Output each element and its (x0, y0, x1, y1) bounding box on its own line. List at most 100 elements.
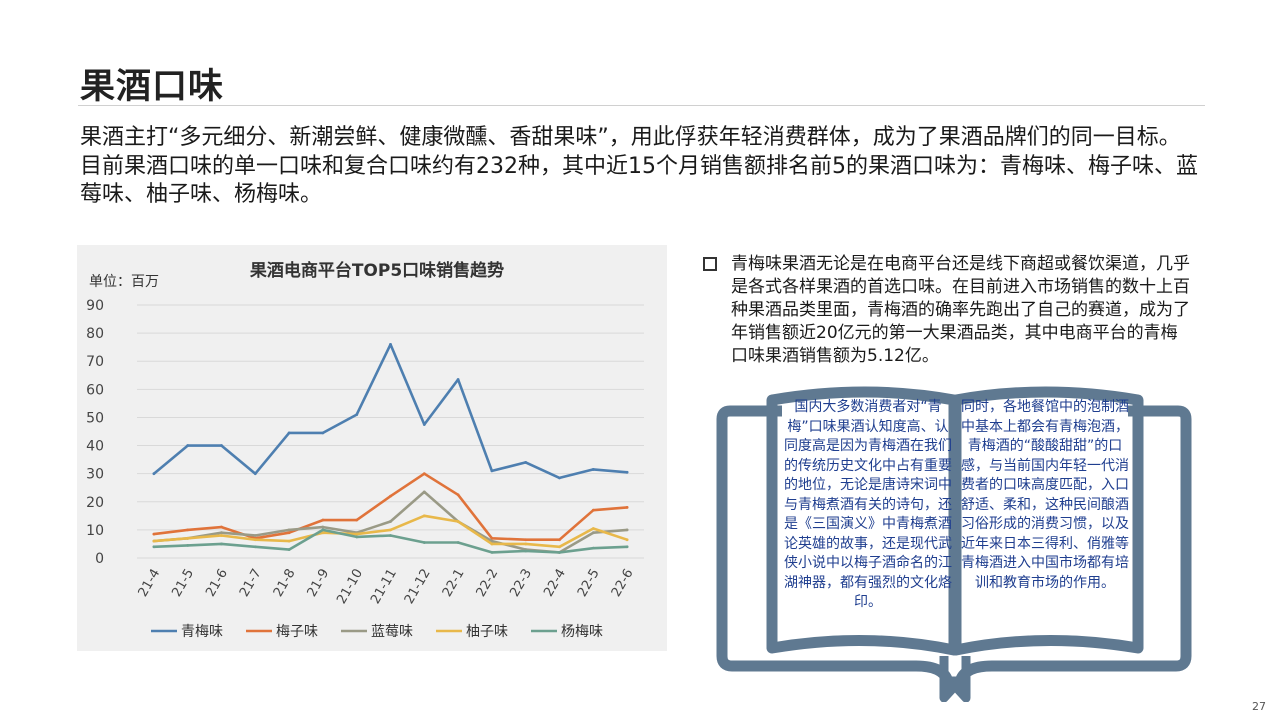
data-point (355, 535, 359, 539)
data-point (591, 546, 595, 550)
x-tick-label: 22-1 (440, 567, 468, 600)
x-tick-label: 21-5 (169, 567, 197, 600)
data-point (321, 528, 325, 532)
y-tick-label: 20 (86, 495, 104, 511)
data-point (558, 550, 561, 554)
data-point (389, 520, 392, 523)
y-tick-label: 70 (86, 354, 104, 370)
data-point (389, 534, 392, 537)
data-point (490, 550, 494, 554)
data-point (186, 528, 190, 532)
data-point (456, 541, 460, 544)
data-point (524, 461, 528, 464)
legend-label: 柚子味 (466, 624, 508, 640)
x-tick-label: 22-4 (541, 567, 569, 600)
data-point (524, 542, 528, 546)
data-point (558, 476, 561, 480)
y-tick-label: 80 (86, 326, 104, 342)
data-point (591, 508, 595, 512)
data-point (389, 342, 392, 346)
data-point (422, 514, 426, 518)
data-point (321, 431, 325, 435)
data-point (152, 532, 156, 536)
chart-unit-label: 单位：百万 (89, 274, 159, 290)
x-tick-label: 22-5 (575, 567, 603, 600)
y-tick-label: 50 (86, 410, 104, 426)
page-number: 27 (1252, 700, 1266, 713)
data-point (186, 543, 190, 547)
x-tick-label: 21-4 (136, 567, 164, 600)
data-point (422, 541, 426, 544)
data-point (355, 532, 359, 536)
title-divider (78, 105, 1205, 106)
legend-label: 杨梅味 (561, 624, 603, 640)
page-title: 果酒口味 (80, 67, 225, 107)
data-point (490, 536, 494, 540)
data-point (456, 378, 460, 381)
data-point (186, 536, 190, 540)
data-point (591, 531, 595, 535)
data-point (152, 539, 156, 543)
line-chart: 果酒电商平台TOP5口味销售趋势 单位：百万 0 10 20 30 40 50 60 70 80… (86, 260, 644, 640)
data-point (321, 518, 325, 522)
book-right-page-text: 同时，各地餐馆中的泡制酒中基本上都会有青梅泡酒，青梅酒的“酸酸甜甜”的口感，与当… (961, 399, 1129, 591)
x-tick-label: 21-10 (334, 567, 366, 607)
x-tick-label: 21-7 (237, 567, 265, 600)
y-tick-label: 40 (86, 439, 104, 455)
intro-paragraph: 果酒主打“多元细分、新潮尝鲜、健康微醺、香甜果味”，用此俘获年轻消费群体，成为了… (80, 125, 1198, 207)
y-tick-label: 10 (86, 523, 104, 539)
data-point (625, 506, 629, 509)
data-point (490, 539, 494, 543)
x-tick-label: 22-6 (609, 567, 637, 600)
series-line-1 (152, 343, 629, 480)
y-tick-label: 30 (86, 467, 104, 483)
y-tick-label: 60 (86, 382, 104, 398)
data-point (456, 520, 460, 523)
square-bullet-icon (703, 257, 717, 271)
open-book-icon (716, 386, 1192, 702)
line-chart-panel: 果酒电商平台TOP5口味销售趋势 单位：百万 0 10 20 30 40 50 60 70 80… (77, 245, 667, 651)
x-tick-label: 22-3 (507, 567, 535, 600)
data-point (287, 431, 291, 435)
data-point (253, 472, 257, 476)
data-point (591, 468, 595, 471)
data-point (558, 545, 561, 549)
data-point (490, 542, 494, 546)
data-point (524, 538, 528, 542)
x-tick-label: 21-8 (271, 567, 299, 600)
x-tick-label: 22-2 (474, 567, 502, 600)
data-point (220, 542, 223, 546)
data-point (422, 423, 426, 426)
data-point (591, 527, 595, 530)
data-point (321, 525, 325, 529)
x-tick-label: 21-6 (203, 567, 231, 600)
data-point (253, 538, 257, 542)
data-point (389, 494, 392, 498)
data-point (287, 548, 291, 551)
y-tick-label: 0 (95, 551, 104, 567)
y-tick-label: 90 (86, 298, 104, 314)
legend-label: 青梅味 (181, 624, 223, 640)
data-point (456, 493, 460, 497)
data-point (152, 545, 156, 549)
x-tick-label: 21-9 (305, 567, 333, 600)
data-point (220, 444, 223, 447)
book-left-page-text: 国内大多数消费者对“青梅”口味果酒认知度高、认同度高是因为青梅酒在我们的传统历史… (784, 399, 952, 610)
data-point (220, 534, 223, 537)
x-tick-label: 21-12 (402, 567, 434, 607)
data-point (287, 539, 291, 543)
legend-label: 蓝莓味 (371, 624, 413, 640)
data-point (321, 531, 325, 535)
data-point (422, 472, 426, 476)
data-point (355, 518, 359, 522)
data-point (625, 470, 629, 474)
data-point (558, 538, 561, 542)
book-ribbon (939, 656, 971, 702)
data-point (625, 538, 629, 542)
data-point (422, 490, 426, 494)
legend-label: 梅子味 (276, 624, 318, 640)
x-tick-label: 21-11 (368, 567, 400, 607)
data-point (220, 525, 223, 529)
bullet-text: 青梅味果酒无论是在电商平台还是线下商超或餐饮渠道，几乎是各式各样果酒的首选口味。… (731, 254, 1190, 366)
data-point (389, 528, 392, 532)
